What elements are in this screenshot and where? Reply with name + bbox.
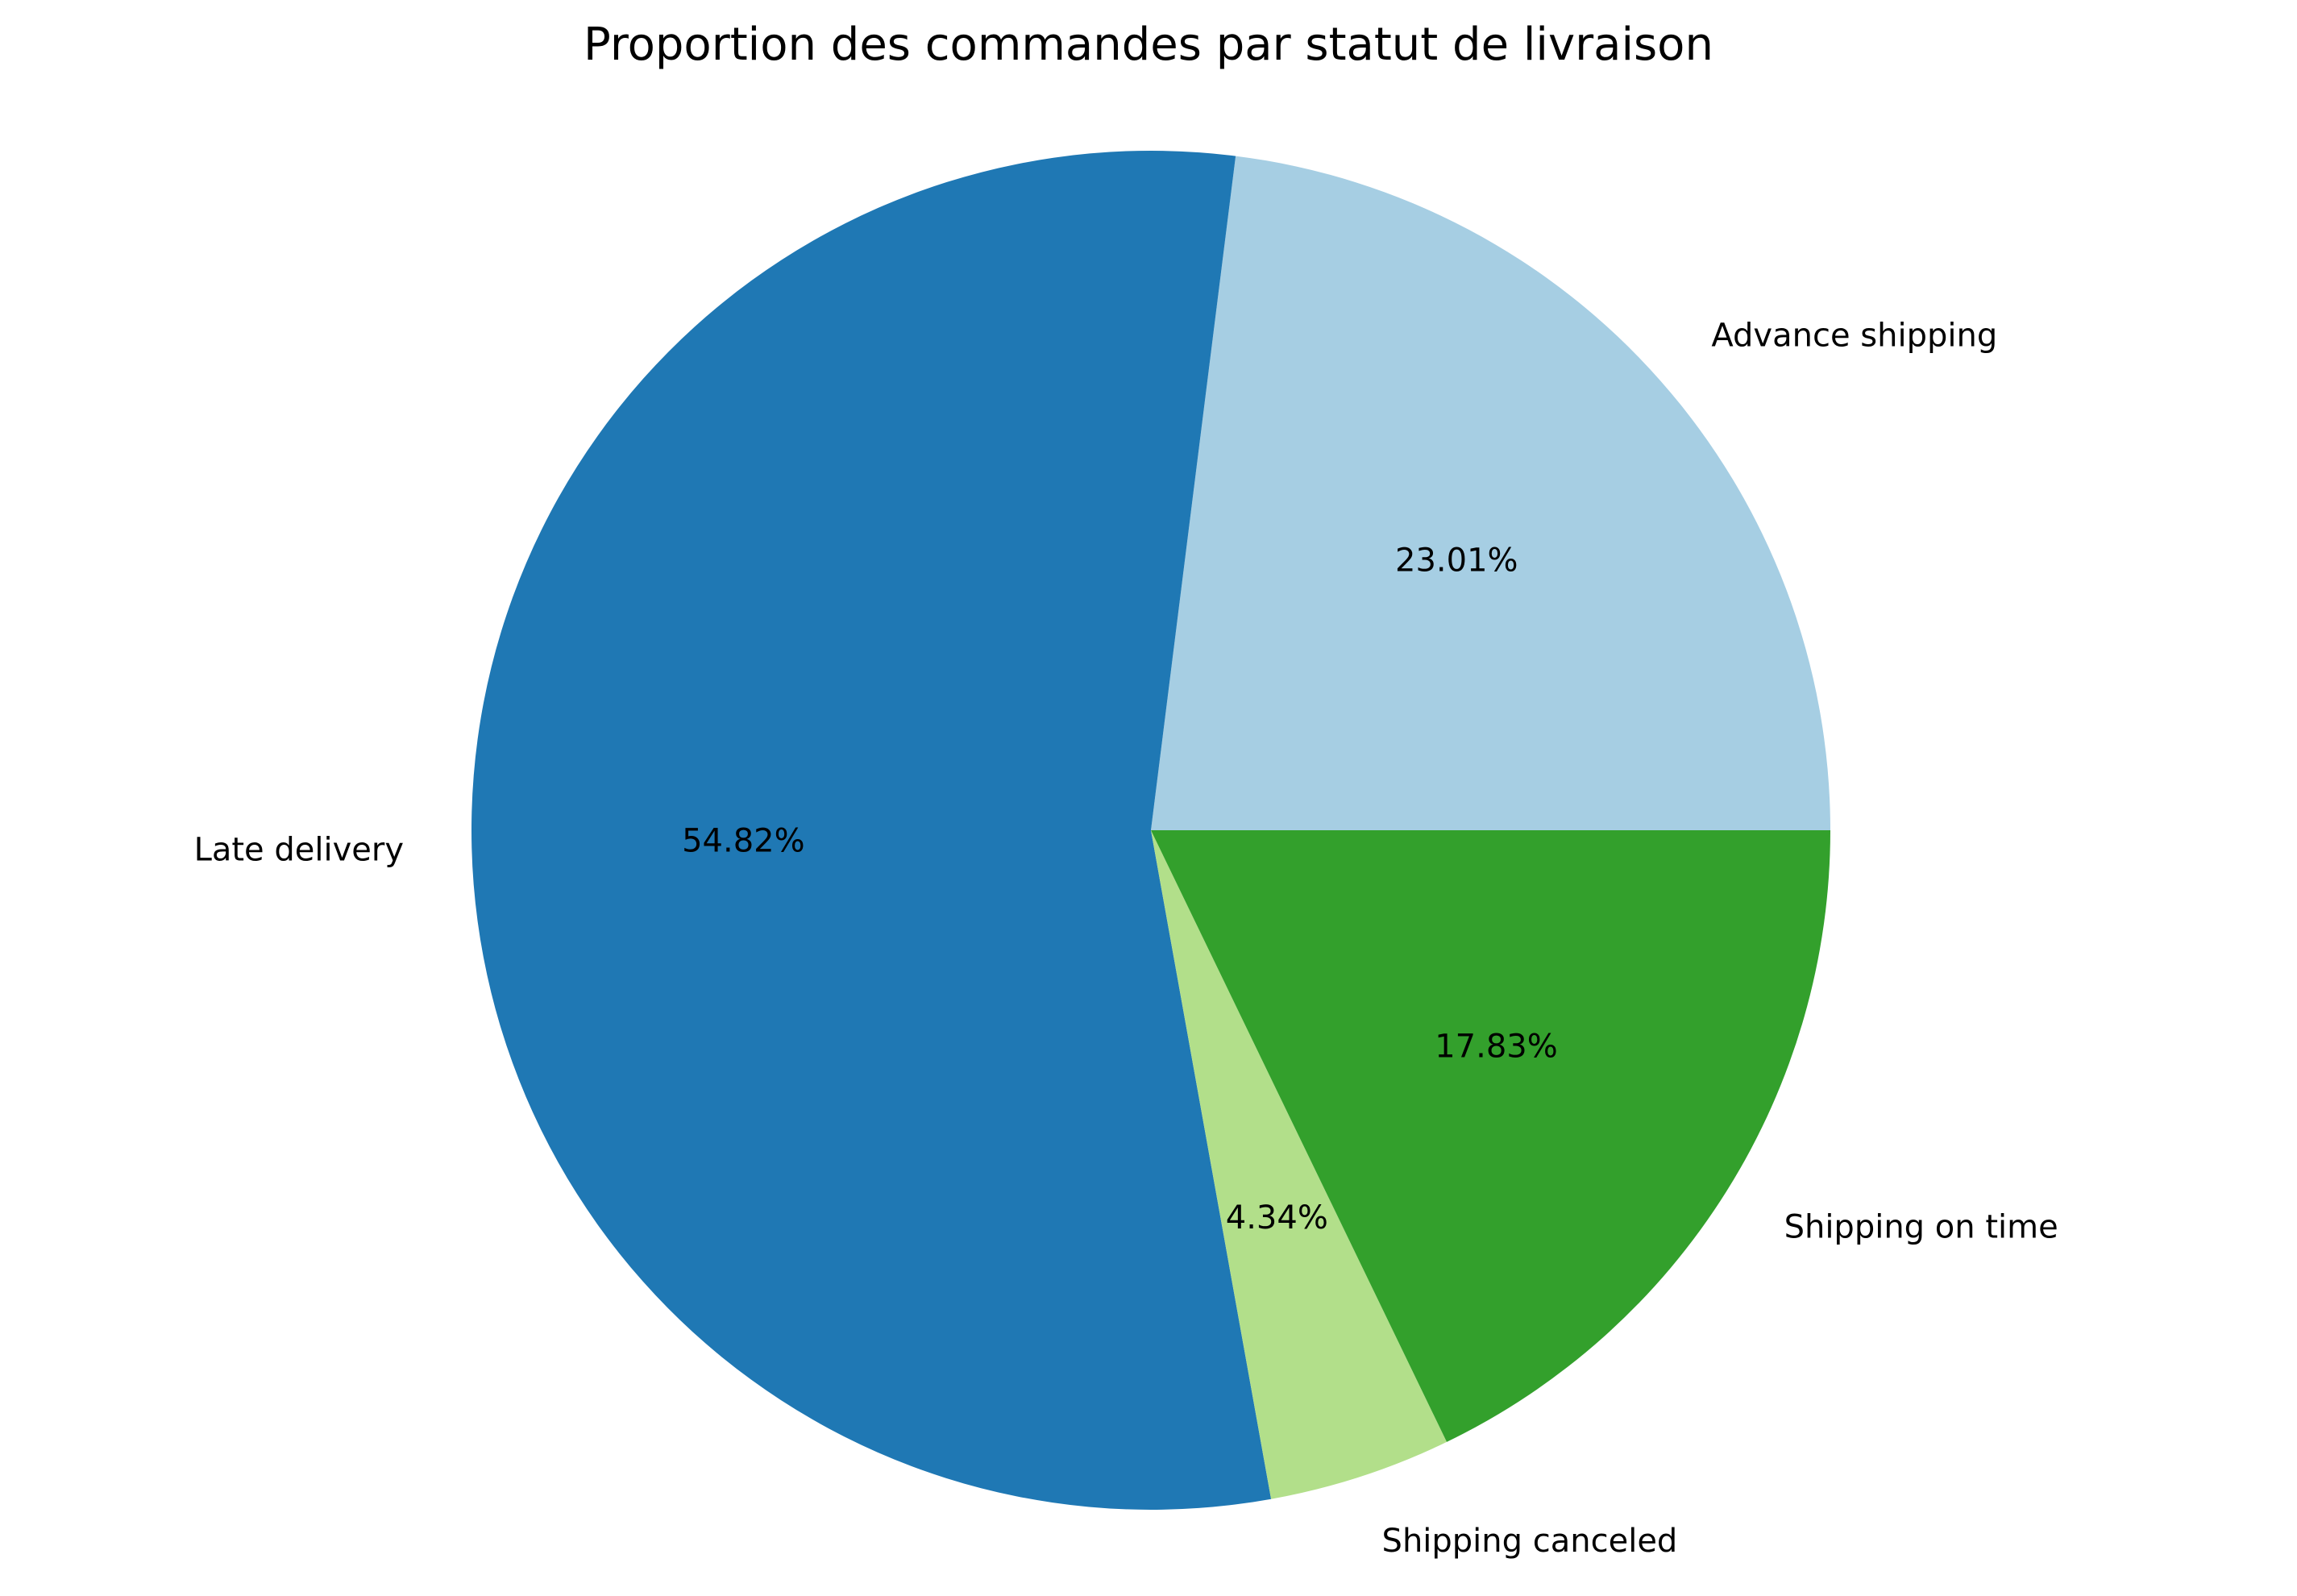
- slice-label: Advance shipping: [1711, 318, 1997, 355]
- percentage-labels: 23.01% 54.82% 4.34% 17.83%: [682, 542, 1558, 1236]
- percentage-label: 23.01%: [1395, 542, 1518, 579]
- pie-slice-shipping-on-time: [1151, 830, 1830, 1442]
- percentage-label: 4.34%: [1226, 1199, 1328, 1236]
- pie-slice-late-delivery: [471, 150, 1272, 1510]
- pie-slices: [471, 150, 1830, 1510]
- slice-labels: Advance shipping Late delivery Shipping ca…: [194, 318, 2058, 1560]
- slice-label: Shipping on time: [1784, 1209, 2058, 1246]
- slice-label: Late delivery: [194, 831, 404, 868]
- percentage-label: 17.83%: [1435, 1029, 1558, 1066]
- percentage-label: 54.82%: [682, 822, 805, 859]
- pie-slice-advance-shipping: [1151, 156, 1830, 831]
- slice-label: Shipping canceled: [1382, 1523, 1678, 1560]
- pie-slice-shipping-canceled: [1151, 830, 1448, 1499]
- chart-title: Proportion des commandes par statut de l…: [584, 19, 1713, 71]
